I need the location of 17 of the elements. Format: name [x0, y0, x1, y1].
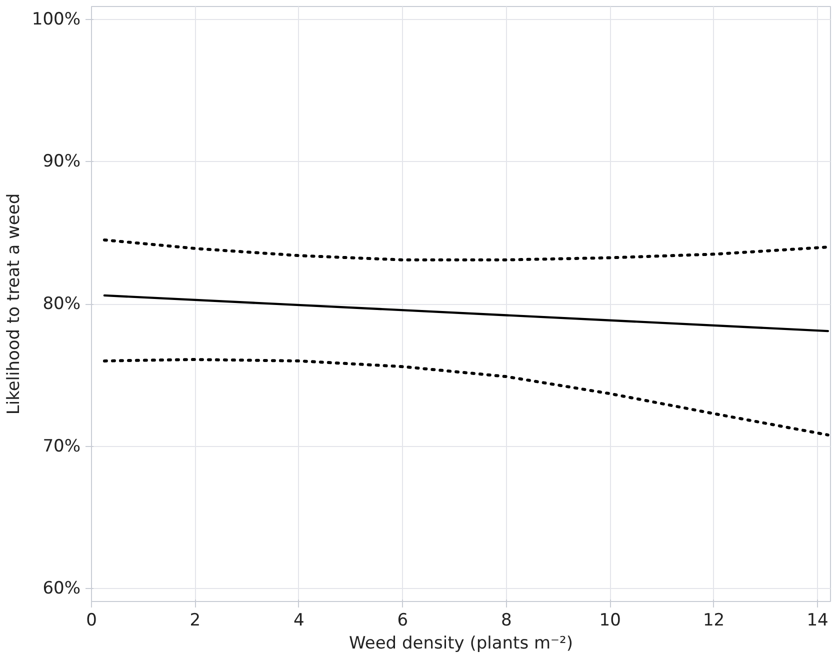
- y-tick-label: 90%: [42, 152, 81, 172]
- line-series: [102, 238, 830, 262]
- x-tick-label: 14: [806, 610, 828, 630]
- x-tick-label: 6: [397, 610, 408, 630]
- y-axis-title: Likelihood to treat a weed: [4, 193, 24, 415]
- x-tick-label: 4: [294, 610, 304, 630]
- x-tick-label: 2: [190, 610, 201, 630]
- y-tick-label: 100%: [32, 9, 81, 30]
- x-axis-title: Weed density (plants m⁻²): [349, 634, 573, 654]
- x-tick-label: 8: [500, 610, 512, 630]
- x-tick-label: 0: [86, 610, 97, 630]
- line-series: [102, 358, 830, 436]
- y-tick-label: 80%: [42, 294, 81, 314]
- x-tick-label: 10: [599, 610, 621, 630]
- x-tick-label: 12: [703, 610, 725, 630]
- y-tick-label: 60%: [42, 578, 81, 599]
- y-tick-label: 70%: [42, 436, 81, 456]
